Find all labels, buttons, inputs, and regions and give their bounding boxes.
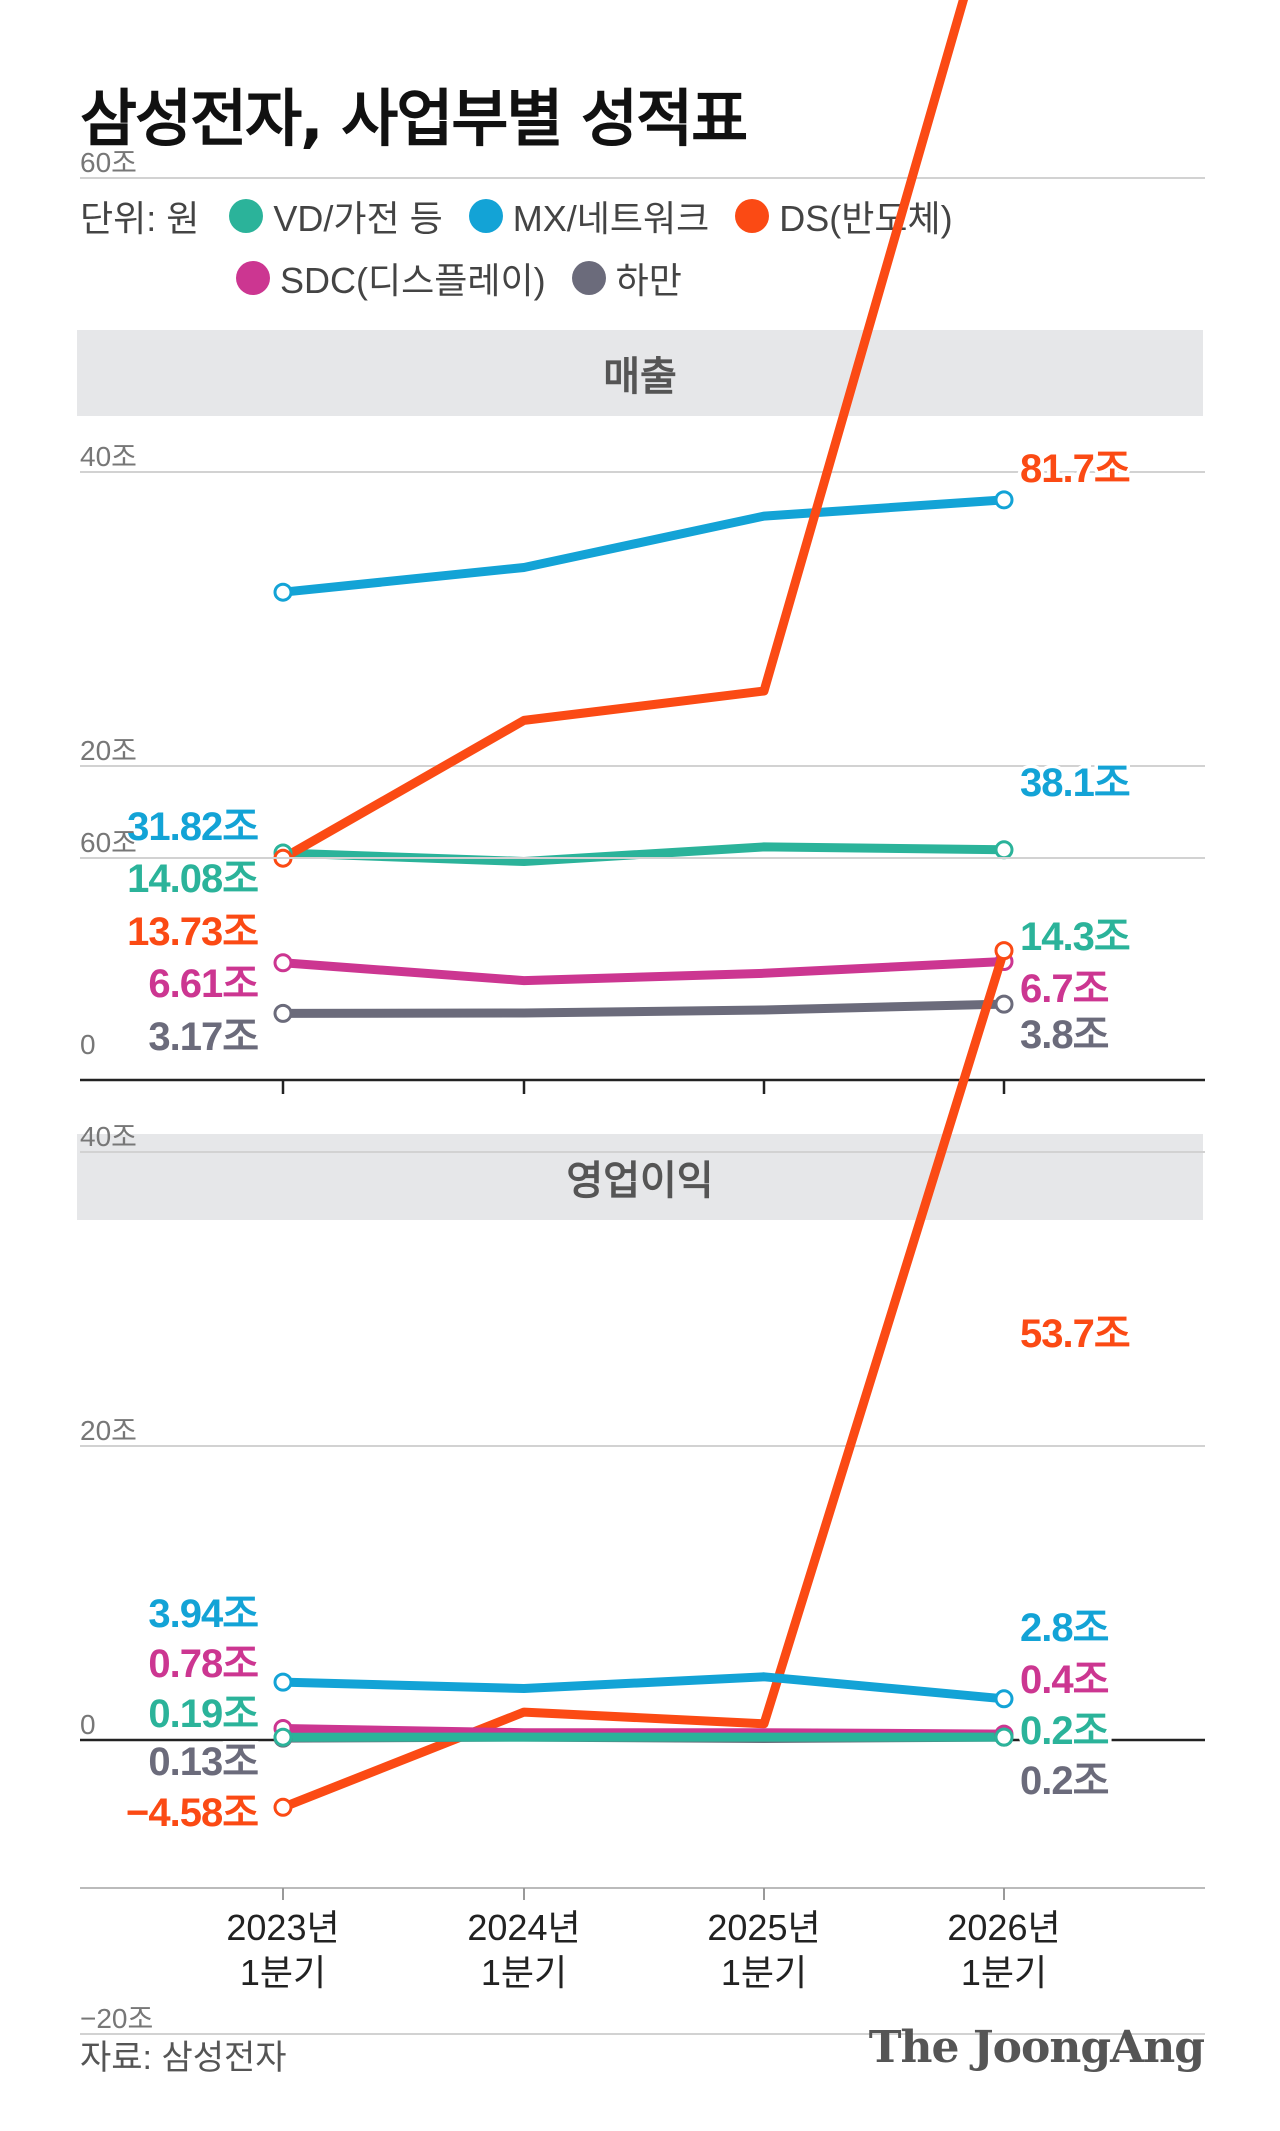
x-category-label-year: 2023년 <box>226 1907 339 1948</box>
legend-label-vd: VD/가전 등 <box>273 198 443 239</box>
rev-start-label-vd: 14.08조 <box>127 857 258 901</box>
rev-end-label-harman: 3.8조 <box>1020 1013 1109 1057</box>
profit-panel-header: 영업이익 <box>77 1134 1203 1220</box>
op-point-marker-ds <box>273 1797 293 1817</box>
chart-title: 삼성전자, 사업부별 성적표 <box>80 82 748 155</box>
rev-start-label-sdc: 6.61조 <box>148 962 258 1006</box>
op-series-line-mx <box>278 1672 1009 1704</box>
rev-point-marker-vd <box>994 840 1014 860</box>
rev-series-line-mx <box>278 495 1009 597</box>
publisher-logo: The JoongAng <box>868 2022 1205 2073</box>
x-category-label-quarter: 1분기 <box>721 1952 807 1993</box>
op-y-tick-label: −20조 <box>80 2003 153 2034</box>
op-point-marker-vd <box>273 1727 293 1747</box>
legend-row-1: 단위: 원 VD/가전 등 MX/네트워크 DS(반도체) <box>80 190 979 242</box>
ds-legend-dot-icon <box>735 199 770 233</box>
unit-label: 단위: 원 <box>80 198 200 239</box>
x-category-label-year: 2024년 <box>467 1907 580 1948</box>
x-category-label-year: 2026년 <box>947 1907 1060 1948</box>
op-start-label-mx: 3.94조 <box>148 1592 258 1636</box>
op-start-label-ds: −4.58조 <box>126 1791 258 1835</box>
op-point-marker-mx <box>273 1672 293 1692</box>
legend-item-ds: DS(반도체) <box>735 190 953 242</box>
mx-legend-dot-icon <box>468 199 503 233</box>
rev-start-label-ds: 13.73조 <box>127 910 258 954</box>
rev-end-label-ds: 81.7조 <box>1020 447 1130 491</box>
op-end-label-sdc: 0.4조 <box>1020 1658 1109 1702</box>
legend-item-vd: VD/가전 등 <box>229 190 443 242</box>
x-category-label-quarter: 1분기 <box>240 1952 326 1993</box>
sdc-legend-dot-icon <box>236 261 270 295</box>
rev-series-line-harman <box>278 999 1009 1018</box>
rev-end-label-sdc: 6.7조 <box>1020 967 1109 1011</box>
rev-point-marker-harman <box>994 994 1014 1014</box>
rev-point-marker-mx <box>273 582 293 602</box>
op-point-marker-vd <box>994 1727 1014 1747</box>
rev-end-label-mx: 38.1조 <box>1020 761 1130 805</box>
legend-item-mx: MX/네트워크 <box>468 190 710 242</box>
revenue-panel-header: 매출 <box>77 330 1203 416</box>
rev-y-tick-label: 0 <box>80 1029 96 1060</box>
op-y-tick-label: 20조 <box>80 1415 137 1446</box>
op-end-label-harman: 0.2조 <box>1020 1759 1109 1803</box>
op-point-marker-mx <box>994 1689 1014 1709</box>
op-start-label-harman: 0.13조 <box>148 1740 258 1784</box>
rev-y-tick-label: 20조 <box>80 735 137 766</box>
rev-series-line-vd <box>278 842 1009 866</box>
rev-series-line-sdc <box>278 957 1009 986</box>
legend-row-2: SDC(디스플레이) 하만 <box>236 252 708 304</box>
x-category-label-quarter: 1분기 <box>961 1952 1047 1993</box>
rev-start-label-mx: 31.82조 <box>127 805 258 849</box>
op-start-label-vd: 0.19조 <box>148 1692 258 1736</box>
x-category-label-year: 2025년 <box>707 1907 820 1948</box>
op-point-marker-ds <box>994 941 1014 961</box>
legend-label-ds: DS(반도체) <box>779 198 953 239</box>
legend-item-harman: 하만 <box>571 252 682 304</box>
legend-label-mx: MX/네트워크 <box>512 198 710 239</box>
legend-label-sdc: SDC(디스플레이) <box>280 260 546 301</box>
legend-label-harman: 하만 <box>615 260 682 301</box>
op-end-label-mx: 2.8조 <box>1020 1606 1109 1650</box>
op-end-label-vd: 0.2조 <box>1020 1709 1109 1753</box>
op-start-label-sdc: 0.78조 <box>148 1642 258 1686</box>
op-y-tick-label: 0 <box>80 1709 96 1740</box>
harman-legend-dot-icon <box>571 261 606 295</box>
rev-point-marker-harman <box>273 1003 293 1023</box>
op-end-label-ds: 53.7조 <box>1020 1312 1130 1356</box>
vd-legend-dot-icon <box>229 199 264 233</box>
op-y-tick-label: 40조 <box>80 1121 137 1152</box>
rev-y-tick-label: 60조 <box>80 147 137 178</box>
legend-item-sdc: SDC(디스플레이) <box>236 252 546 304</box>
x-category-label-quarter: 1분기 <box>481 1952 567 1993</box>
rev-series-line-ds <box>278 0 969 863</box>
rev-end-label-vd: 14.3조 <box>1020 915 1130 959</box>
op-y-tick-label: 60조 <box>80 827 137 858</box>
rev-start-label-harman: 3.17조 <box>148 1015 258 1059</box>
rev-point-marker-sdc <box>273 953 293 973</box>
rev-point-marker-mx <box>994 490 1014 510</box>
rev-y-tick-label: 40조 <box>80 441 137 472</box>
source-note: 자료: 삼성전자 <box>80 2039 287 2077</box>
op-series-line-ds <box>278 946 1009 1812</box>
